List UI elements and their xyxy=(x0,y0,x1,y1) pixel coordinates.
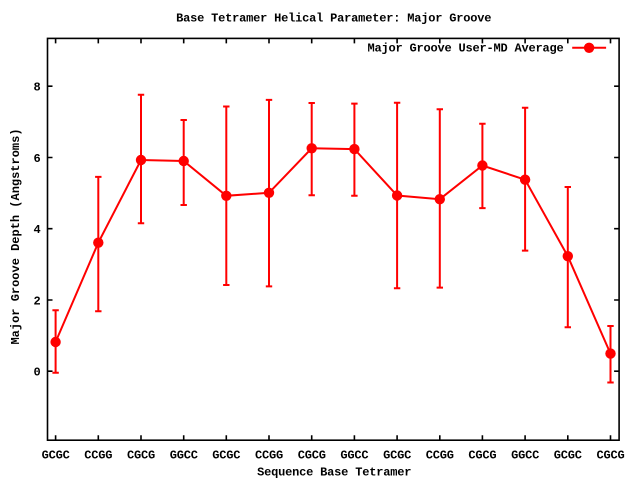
svg-text:Base Tetramer Helical Paramete: Base Tetramer Helical Parameter: Major G… xyxy=(176,11,491,25)
svg-text:GCGC: GCGC xyxy=(42,449,70,463)
svg-text:CGCG: CGCG xyxy=(468,449,496,463)
svg-text:2: 2 xyxy=(33,294,40,308)
svg-text:CGCG: CGCG xyxy=(298,449,326,463)
svg-text:GCGC: GCGC xyxy=(554,449,582,463)
svg-text:GCGC: GCGC xyxy=(212,449,240,463)
svg-text:4: 4 xyxy=(33,223,40,237)
svg-text:0: 0 xyxy=(33,366,40,380)
svg-text:Major Groove User-MD Average: Major Groove User-MD Average xyxy=(367,41,563,55)
svg-text:8: 8 xyxy=(33,81,40,95)
svg-text:GGCC: GGCC xyxy=(170,449,198,463)
svg-text:6: 6 xyxy=(33,152,40,166)
svg-text:GGCC: GGCC xyxy=(340,449,368,463)
svg-text:CGCG: CGCG xyxy=(596,449,624,463)
svg-text:Major Groove Depth (Angstroms): Major Groove Depth (Angstroms) xyxy=(9,128,23,344)
svg-text:CGCG: CGCG xyxy=(127,449,155,463)
svg-text:CCGG: CCGG xyxy=(84,449,112,463)
svg-text:CCGG: CCGG xyxy=(426,449,454,463)
svg-text:GCGC: GCGC xyxy=(383,449,411,463)
svg-text:CCGG: CCGG xyxy=(255,449,283,463)
svg-text:Sequence Base Tetramer: Sequence Base Tetramer xyxy=(257,465,411,479)
svg-text:GGCC: GGCC xyxy=(511,449,539,463)
